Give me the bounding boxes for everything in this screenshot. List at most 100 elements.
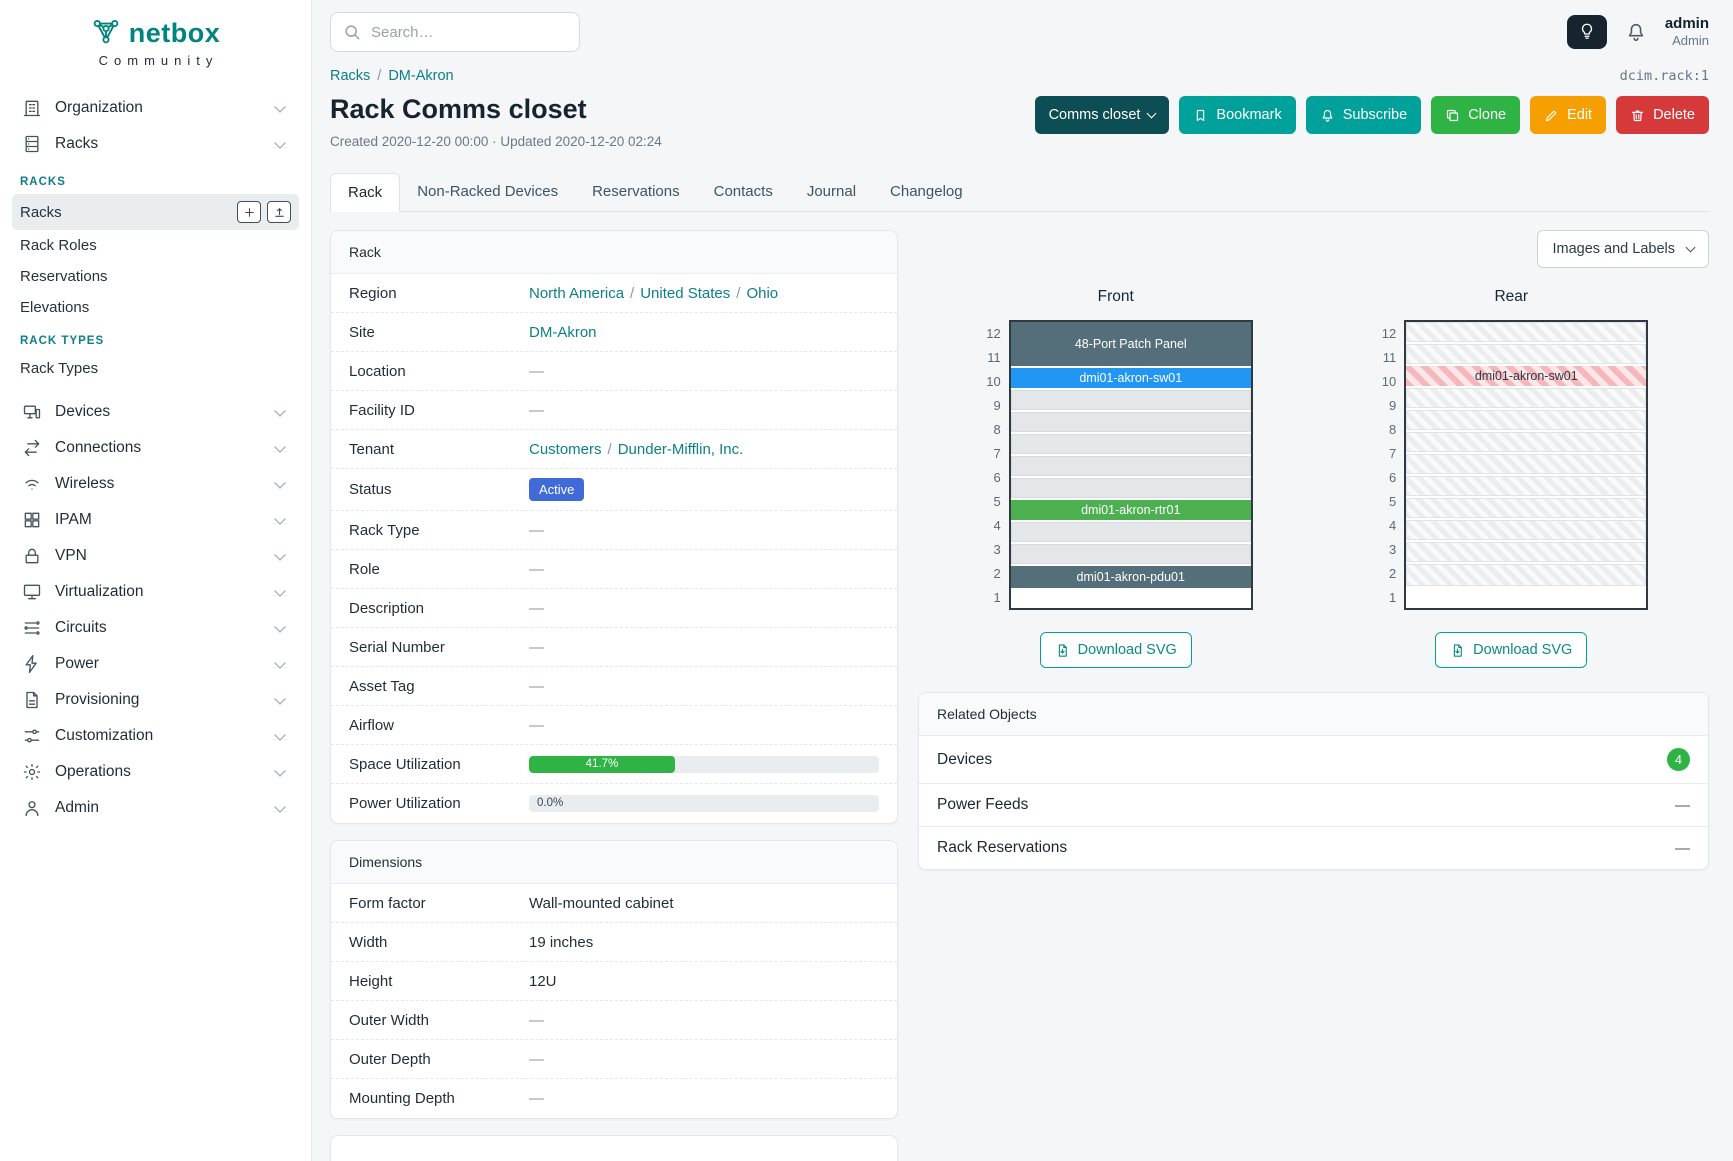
- unit-number: 9: [1389, 398, 1397, 413]
- rack-device-patch-panel[interactable]: 48-Port Patch Panel: [1010, 322, 1251, 368]
- rack-device-switch[interactable]: dmi01-akron-sw01: [1010, 368, 1251, 390]
- breadcrumb: Racks / DM-Akron: [330, 68, 454, 84]
- rack-unit-empty: [1406, 322, 1647, 344]
- sidebar-item-elevations[interactable]: Elevations: [12, 292, 299, 323]
- rack-unit-empty: [1010, 434, 1251, 456]
- unit-number: 4: [1389, 518, 1397, 533]
- region-link[interactable]: Ohio: [746, 284, 779, 302]
- import-racks-button[interactable]: [267, 201, 291, 223]
- tenant-link[interactable]: Dunder-Mifflin, Inc.: [617, 440, 744, 458]
- attr-label: Space Utilization: [349, 755, 461, 773]
- rear-elevation: Rear 12 11 10 9 8 7 6 5 4: [1314, 288, 1710, 668]
- rack-elevations: Front 12 11 10 9 8 7 6 5 4: [918, 288, 1709, 668]
- attr-row-rack-type: Rack Type —: [331, 511, 897, 550]
- file-download-icon: [1450, 643, 1465, 658]
- object-identifier[interactable]: dcim.rack:1: [1619, 68, 1709, 84]
- attr-label: Status: [349, 481, 392, 498]
- sidebar-item-label: IPAM: [55, 511, 92, 528]
- sidebar-item-rack-roles[interactable]: Rack Roles: [12, 230, 299, 261]
- site-link[interactable]: DM-Akron: [529, 323, 597, 341]
- notifications-bell-icon[interactable]: [1625, 21, 1647, 43]
- delete-button[interactable]: Delete: [1616, 96, 1709, 134]
- search-input[interactable]: [330, 12, 580, 52]
- tab-rack[interactable]: Rack: [330, 173, 401, 212]
- rack-device-switch-rear[interactable]: dmi01-akron-sw01: [1406, 366, 1647, 388]
- sidebar-item-ipam[interactable]: IPAM: [12, 502, 299, 538]
- related-row-devices[interactable]: Devices 4: [919, 736, 1708, 784]
- tab-journal[interactable]: Journal: [806, 183, 857, 200]
- sidebar-item-label: Racks: [20, 203, 62, 221]
- sidebar-item-label: VPN: [55, 547, 87, 564]
- chevron-down-icon: [274, 136, 286, 149]
- sidebar-item-provisioning[interactable]: Provisioning: [12, 682, 299, 718]
- rack-device-pdu[interactable]: dmi01-akron-pdu01: [1010, 566, 1251, 588]
- sidebar-item-racks[interactable]: Racks: [12, 194, 299, 230]
- dark-mode-toggle-button[interactable]: [1566, 15, 1607, 49]
- breadcrumb-site-link[interactable]: DM-Akron: [388, 68, 454, 84]
- breadcrumb-racks-link[interactable]: Racks: [330, 68, 371, 84]
- tenant-group-link[interactable]: Customers: [529, 440, 602, 458]
- sidebar-item-label: Devices: [55, 403, 111, 420]
- sidebar-item-vpn[interactable]: VPN: [12, 538, 299, 574]
- sidebar-item-virtualization[interactable]: Virtualization: [12, 574, 299, 610]
- download-svg-label: Download SVG: [1077, 642, 1177, 658]
- sidebar-item-label: Reservations: [20, 268, 108, 285]
- rack-device-router[interactable]: dmi01-akron-rtr01: [1010, 500, 1251, 522]
- bookmark-button[interactable]: Bookmark: [1179, 96, 1296, 134]
- sidebar-item-label: Provisioning: [55, 691, 140, 708]
- sidebar-item-wireless[interactable]: Wireless: [12, 466, 299, 502]
- unit-number: 5: [1389, 494, 1397, 509]
- sidebar-item-admin[interactable]: Admin: [12, 790, 299, 826]
- region-link[interactable]: North America: [529, 284, 625, 302]
- gear-icon: [22, 762, 42, 782]
- user-menu[interactable]: admin Admin: [1665, 15, 1709, 50]
- user-role: Admin: [1672, 33, 1709, 49]
- subscribe-button[interactable]: Subscribe: [1305, 96, 1422, 134]
- tab-changelog[interactable]: Changelog: [890, 183, 963, 200]
- page-header: Rack Comms closet Created 2020-12-20 00:…: [330, 94, 1709, 149]
- sidebar-item-circuits[interactable]: Circuits: [12, 610, 299, 646]
- tab-contacts[interactable]: Contacts: [713, 183, 773, 200]
- attr-row-airflow: Airflow —: [331, 706, 897, 745]
- power-utilization-bar: 0.0%: [529, 795, 879, 812]
- lock-icon: [22, 546, 42, 566]
- attr-row-facility-id: Facility ID —: [331, 391, 897, 430]
- region-link[interactable]: United States: [640, 284, 731, 302]
- images-labels-toggle[interactable]: Images and Labels: [1537, 230, 1709, 268]
- rack-selector-button[interactable]: Comms closet: [1034, 96, 1170, 134]
- sidebar-item-operations[interactable]: Operations: [12, 754, 299, 790]
- unit-number: 8: [993, 422, 1001, 437]
- sidebar-item-connections[interactable]: Connections: [12, 430, 299, 466]
- sidebar-item-devices[interactable]: Devices: [12, 394, 299, 430]
- clone-button[interactable]: Clone: [1431, 96, 1521, 134]
- download-front-svg-button[interactable]: Download SVG: [1039, 632, 1192, 668]
- tab-bar: Rack Non-Racked Devices Reservations Con…: [330, 173, 1709, 212]
- sidebar-item-customization[interactable]: Customization: [12, 718, 299, 754]
- search-box: [330, 12, 580, 52]
- sidebar-section-rack-types: RACK TYPES: [20, 335, 105, 347]
- related-row-power-feeds[interactable]: Power Feeds —: [919, 784, 1708, 827]
- related-row-rack-reservations[interactable]: Rack Reservations —: [919, 827, 1708, 869]
- sidebar-item-rack-types[interactable]: Rack Types: [12, 353, 299, 384]
- sidebar-item-racks-group[interactable]: Racks: [12, 126, 299, 162]
- edit-button[interactable]: Edit: [1530, 96, 1607, 134]
- rack-unit-empty: [1010, 478, 1251, 500]
- empty-value: —: [1675, 796, 1690, 814]
- tab-non-racked-devices[interactable]: Non-Racked Devices: [417, 183, 559, 200]
- tab-reservations[interactable]: Reservations: [592, 183, 680, 200]
- dimensions-card-title: Dimensions: [331, 841, 897, 884]
- sidebar-item-power[interactable]: Power: [12, 646, 299, 682]
- attr-row-asset-tag: Asset Tag —: [331, 667, 897, 706]
- download-rear-svg-button[interactable]: Download SVG: [1435, 632, 1588, 668]
- racks-submenu: RACKS Racks Rack Roles Reservations Elev…: [12, 162, 299, 394]
- subscribe-label: Subscribe: [1342, 107, 1408, 123]
- attr-label: Role: [349, 560, 380, 578]
- brand-logo[interactable]: netbox Community: [0, 0, 311, 76]
- add-rack-button[interactable]: [237, 201, 261, 223]
- value-separator: /: [607, 440, 612, 458]
- sidebar-item-reservations[interactable]: Reservations: [12, 261, 299, 292]
- chevron-down-icon: [274, 764, 286, 777]
- brand-name: netbox: [128, 18, 221, 48]
- sidebar-item-organization[interactable]: Organization: [12, 90, 299, 126]
- rack-unit-empty: [1406, 388, 1647, 410]
